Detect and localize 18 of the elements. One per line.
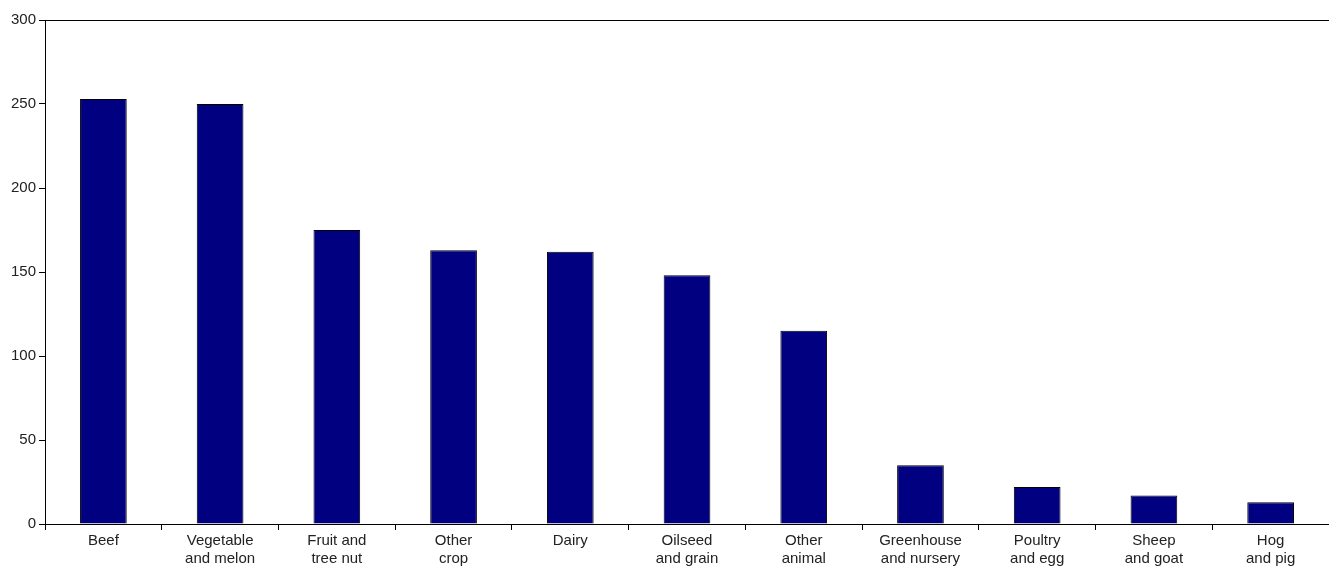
y-tick-label: 50	[19, 430, 37, 448]
x-tick-label: Oilseed and grain	[655, 531, 719, 567]
x-tick-label: Fruit and tree nut	[307, 531, 367, 567]
y-tick-label: 200	[11, 178, 37, 196]
x-tick-label: Hog and pig	[1246, 531, 1296, 567]
y-tick-label: 0	[27, 514, 37, 532]
y-tick-label: 250	[11, 94, 37, 112]
y-tick-label: 150	[11, 262, 37, 280]
x-tick-label: Poultry and egg	[1010, 531, 1065, 567]
x-tick-label: Other animal	[781, 531, 826, 567]
x-tick-label: Sheep and goat	[1124, 531, 1184, 567]
x-tick-label: Vegetable and melon	[185, 531, 256, 567]
x-tick-label: Greenhouse and nursery	[879, 531, 962, 567]
y-tick-label: 100	[11, 346, 37, 364]
x-tick-label: Beef	[87, 531, 120, 549]
x-tick-label: Other crop	[434, 531, 473, 567]
y-tick-label: 300	[11, 10, 37, 28]
x-tick-label: Dairy	[552, 531, 589, 549]
